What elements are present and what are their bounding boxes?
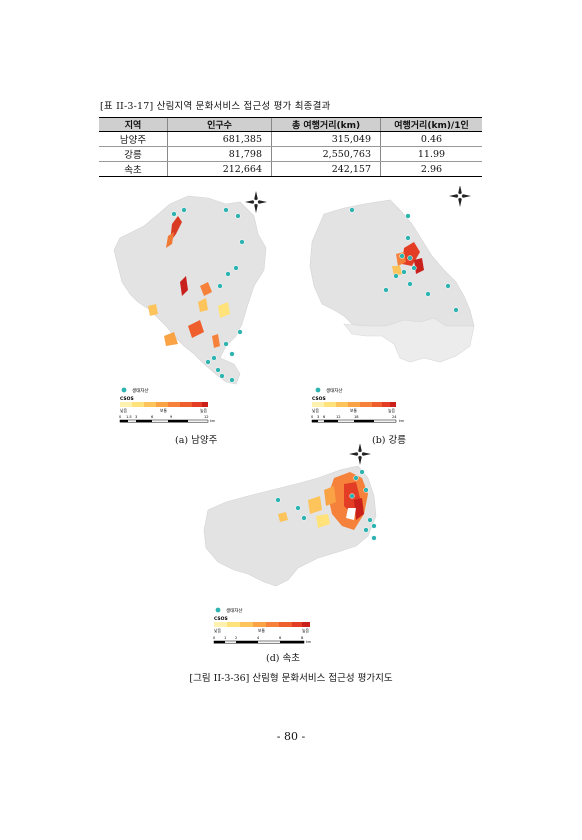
- svg-text:18: 18: [354, 415, 359, 419]
- compass-rose-icon: [245, 191, 267, 213]
- legend-mid: 보통: [350, 408, 357, 413]
- legend-title: CSOS: [312, 396, 326, 402]
- color-ramp: [214, 622, 310, 627]
- legend-title: CSOS: [214, 616, 228, 622]
- table-cell: 남양주: [99, 131, 168, 147]
- region-boundary-gangneung: [309, 199, 475, 327]
- table-cell: 2.96: [380, 161, 482, 177]
- map-gangneung: 생태자산 CSOS 낮음 보통 높음 0 3 6 12 18 24 km: [309, 186, 475, 423]
- legend-high: 높음: [200, 408, 207, 413]
- legend-poi-label: 생태자산: [326, 387, 343, 394]
- map-sokcho: 생태자산 CSOS 낮음 보통 높음 0 1 2 4 6 8 km: [203, 444, 377, 644]
- svg-text:8: 8: [301, 636, 304, 640]
- legend-low: 낮음: [120, 408, 127, 413]
- legend-mid: 보통: [258, 628, 265, 633]
- color-ramp: [312, 402, 396, 407]
- legend-low: 낮음: [312, 408, 319, 413]
- svg-text:0: 0: [311, 415, 314, 419]
- svg-text:12: 12: [336, 415, 341, 419]
- map-namyangju: 생태자산 CSOS 낮음 보통 높음 0 1.5 3 6 9 12 km: [113, 191, 267, 423]
- svg-text:6: 6: [279, 636, 282, 640]
- eco-asset-markers: [171, 207, 245, 383]
- legend-high: 높음: [302, 628, 309, 633]
- legend-mid: 보통: [160, 408, 167, 413]
- eco-asset-markers: [349, 207, 459, 313]
- scale-bar: 0 1 2 4 6 8 km: [213, 636, 311, 644]
- table-row: 속초 212,664 242,157 2.96: [99, 161, 482, 177]
- compass-rose-icon: [449, 186, 471, 207]
- table-cell: 315,049: [271, 131, 381, 147]
- table-cell: 681,385: [167, 131, 272, 147]
- table-cell: 0.46: [380, 131, 482, 147]
- legend: 생태자산 CSOS 낮음 보통 높음 0 1.5 3 6 9 12 km: [119, 387, 215, 423]
- svg-text:6: 6: [151, 415, 154, 419]
- svg-text:0: 0: [119, 415, 122, 419]
- svg-text:0: 0: [213, 636, 216, 640]
- legend: 생태자산 CSOS 낮음 보통 높음 0 3 6 12 18 24 km: [311, 387, 404, 423]
- eco-asset-markers: [275, 469, 377, 541]
- eco-asset-legend-icon: [121, 387, 127, 393]
- svg-text:6: 6: [323, 415, 326, 419]
- svg-text:2: 2: [235, 636, 237, 640]
- region-boundary-south: [343, 317, 475, 363]
- map-label-d: (d) 속초: [266, 653, 300, 664]
- svg-text:1: 1: [224, 636, 226, 640]
- column-header: 인구수: [167, 117, 272, 132]
- legend-title: CSOS: [120, 396, 134, 402]
- svg-text:3: 3: [135, 415, 137, 419]
- legend-poi-label: 생태자산: [226, 607, 243, 614]
- svg-text:km: km: [399, 419, 404, 423]
- svg-text:12: 12: [204, 415, 209, 419]
- legend-low: 낮음: [214, 628, 221, 633]
- eco-asset-legend-icon: [315, 387, 321, 393]
- svg-text:3: 3: [317, 415, 319, 419]
- legend-poi-label: 생태자산: [132, 387, 149, 394]
- scale-bar: 0 1.5 3 6 9 12 km: [119, 415, 215, 423]
- table-cell: 속초: [99, 161, 168, 177]
- scale-bar: 0 3 6 12 18 24 km: [311, 415, 404, 423]
- svg-text:24: 24: [392, 415, 397, 419]
- svg-text:km: km: [306, 640, 311, 644]
- legend: 생태자산 CSOS 낮음 보통 높음 0 1 2 4 6 8 km: [213, 607, 311, 644]
- csos-hotspots: [148, 216, 230, 348]
- table-cell: 2,550,763: [271, 146, 381, 162]
- svg-text:km: km: [210, 419, 215, 423]
- table-cell: 212,664: [167, 161, 272, 177]
- table-cell: 242,157: [271, 161, 381, 177]
- page-number: - 80 -: [276, 730, 306, 743]
- svg-text:1.5: 1.5: [126, 415, 132, 419]
- table-cell: 11.99: [380, 146, 482, 162]
- csos-hotspots: [278, 472, 368, 530]
- results-table: 지역 인구수 총 여행거리(km) 여행거리(km)/1인 남양주 681,38…: [99, 117, 482, 177]
- legend-high: 높음: [388, 408, 395, 413]
- map-label-a: (a) 남양주: [175, 435, 218, 446]
- color-ramp: [120, 402, 208, 407]
- eco-asset-legend-icon: [215, 607, 221, 613]
- column-header: 여행거리(km)/1인: [380, 117, 482, 132]
- svg-text:4: 4: [257, 636, 260, 640]
- table-caption: [표 II-3-17] 산림지역 문화서비스 접근성 평가 최종결과: [100, 101, 331, 112]
- svg-text:9: 9: [170, 415, 173, 419]
- table-header-row: 지역 인구수 총 여행거리(km) 여행거리(km)/1인: [99, 117, 482, 132]
- figure-caption: [그림 II-3-36] 산림형 문화서비스 접근성 평가지도: [189, 673, 393, 684]
- table-cell: 81,798: [167, 146, 272, 162]
- table-row: 남양주 681,385 315,049 0.46: [99, 131, 482, 147]
- column-header: 지역: [99, 117, 168, 132]
- region-boundary-namyangju: [113, 195, 267, 385]
- compass-rose-icon: [349, 444, 371, 465]
- map-label-b: (b) 강릉: [372, 435, 406, 446]
- table-cell: 강릉: [99, 146, 168, 162]
- column-header: 총 여행거리(km): [271, 117, 381, 132]
- table-row: 강릉 81,798 2,550,763 11.99: [99, 146, 482, 162]
